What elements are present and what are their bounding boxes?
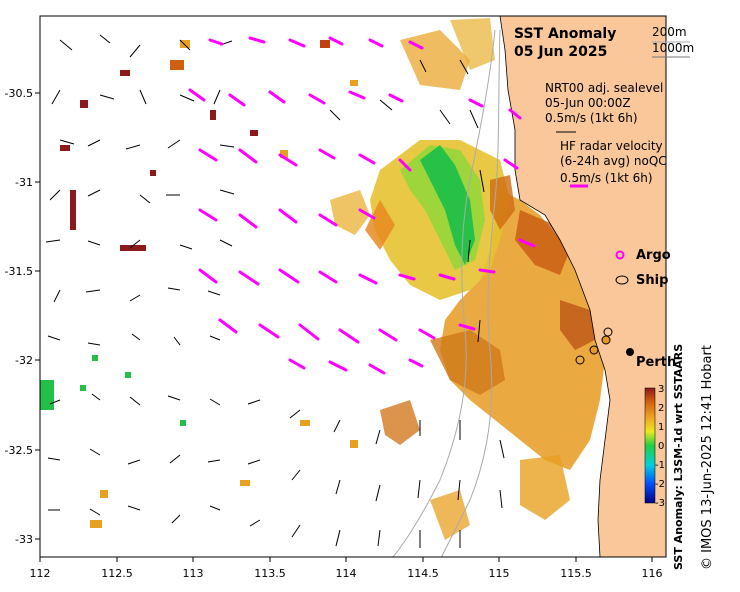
- depth-200m-label: 200m: [652, 25, 687, 39]
- radar-legend-3: 0.5m/s (1kt 6h): [560, 171, 653, 185]
- colorbar-tick: -1: [655, 460, 665, 471]
- sealevel-current-vectors: [45, 34, 505, 548]
- y-tick-label: -31: [15, 176, 33, 189]
- sealevel-legend-3: 0.5m/s (1kt 6h): [545, 111, 638, 125]
- perth-marker: [626, 348, 634, 356]
- sst-anomaly-field: [40, 18, 605, 540]
- x-tick-label: 113.5: [254, 567, 286, 580]
- credit-text: © IMOS 13-Jun-2025 12:41 Hobart: [700, 345, 715, 570]
- colorbar-tick: 1: [658, 422, 664, 433]
- colorbar-tick: 0: [658, 441, 664, 452]
- sealevel-legend-1: NRT00 adj. sealevel: [545, 81, 663, 95]
- markers-on-map: [575, 327, 634, 365]
- colorbar-label: SST Anomaly: L3SM-1d wrt SSTAARS: [672, 343, 685, 570]
- colorbar-tick: -3: [655, 498, 665, 509]
- colorbar-tick: 3: [658, 384, 664, 395]
- radar-legend-2: (6-24h avg) noQC: [560, 154, 667, 168]
- x-tick-label: 113: [183, 567, 204, 580]
- sealevel-legend-2: 05-Jun 00:00Z: [545, 96, 631, 110]
- land-mass: [499, 16, 666, 557]
- x-tick-label: 112: [30, 567, 51, 580]
- y-tick-label: -30.5: [5, 87, 33, 100]
- argo-legend: Argo: [636, 248, 671, 263]
- map-title: SST Anomaly: [514, 26, 616, 42]
- hf-radar-vectors: [188, 36, 536, 375]
- y-tick-label: -32: [15, 354, 33, 367]
- x-tick-label: 115.5: [560, 567, 592, 580]
- colorbar-tick: 2: [658, 403, 664, 414]
- y-tick-label: -32.5: [5, 444, 33, 457]
- x-tick-label: 115: [489, 567, 510, 580]
- y-tick-label: -31.5: [5, 265, 33, 278]
- x-tick-label: 112.5: [101, 567, 133, 580]
- ship-legend: Ship: [636, 273, 668, 288]
- colorbar-tick: -2: [655, 479, 665, 490]
- radar-legend-1: HF radar velocity: [560, 139, 663, 153]
- bathymetry-contours: [392, 29, 501, 557]
- x-tick-label: 114.5: [407, 567, 439, 580]
- perth-label: Perth: [636, 355, 676, 370]
- x-tick-label: 114: [336, 567, 357, 580]
- map-date: 05 Jun 2025: [514, 44, 607, 60]
- colorbar: [644, 387, 656, 504]
- x-tick-label: 116: [642, 567, 663, 580]
- depth-1000m-label: 1000m: [652, 41, 694, 55]
- y-tick-label: -33: [15, 533, 33, 546]
